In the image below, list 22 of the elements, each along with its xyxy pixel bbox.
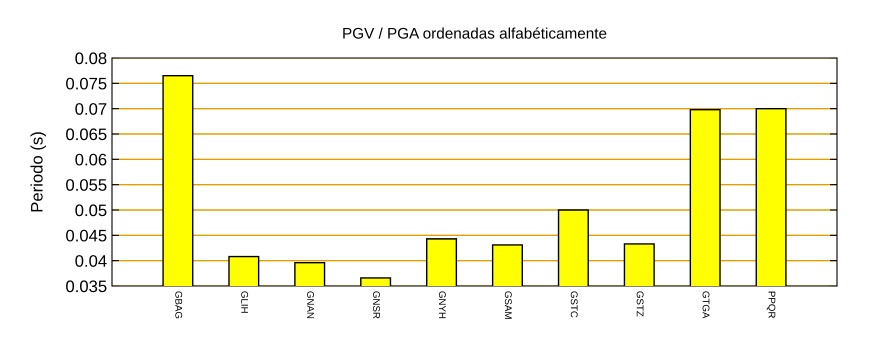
y-tick-label: 0.04 — [75, 255, 107, 267]
y-tick-label: 0.045 — [66, 230, 106, 242]
x-tick-label: GSTC — [570, 291, 578, 318]
x-tick-label: GNAN — [307, 291, 314, 318]
x-tick-label: GTGA — [702, 291, 710, 318]
y-tick-label: 0.065 — [66, 128, 106, 140]
x-tick-label: GLIH — [241, 291, 248, 313]
x-tick-label: GNYH — [438, 291, 446, 318]
y-tick-label: 0.08 — [75, 52, 106, 64]
x-tick-label: GSTZ — [636, 291, 644, 316]
x-tick-label: GBAG — [175, 291, 182, 318]
x-tick-label: PPQR — [766, 292, 776, 318]
y-tick-label: 0.07 — [75, 103, 106, 115]
chart-title: PGV / PGA ordenadas alfabéticamente — [343, 27, 606, 39]
y-tick-label: 0.075 — [66, 78, 106, 90]
y-tick-label: 0.05 — [75, 204, 106, 216]
y-tick-label: 0.06 — [75, 154, 106, 166]
y-tick-label: 0.035 — [66, 280, 106, 292]
y-tick-label: 0.055 — [66, 179, 106, 191]
y-axis-title: Periodo (s) — [30, 132, 46, 212]
x-tick-label: GSAM — [504, 291, 512, 319]
x-tick-label: GNSR — [373, 291, 380, 318]
